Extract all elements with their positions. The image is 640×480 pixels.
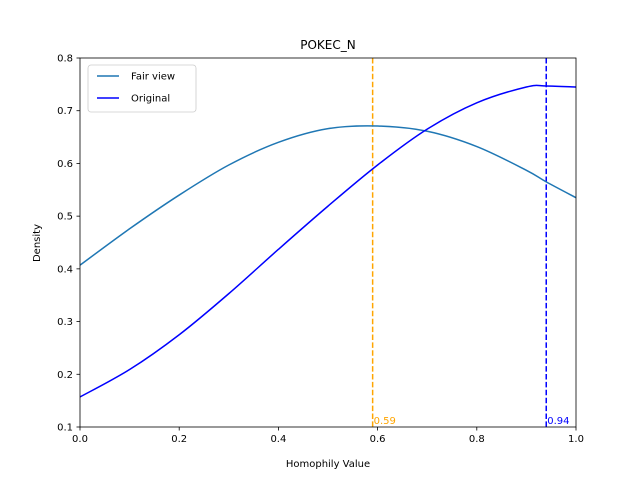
y-tick-label: 0.4 <box>57 264 73 275</box>
axes-frame <box>79 57 577 428</box>
legend-label-1: Original <box>131 94 170 105</box>
y-tick-label: 0.7 <box>57 106 73 117</box>
plot-area: 0.59 0.94 <box>79 57 577 428</box>
vline-label-0: 0.59 <box>374 416 396 427</box>
legend: Fair view Original <box>87 64 197 113</box>
series-line-fair-view <box>80 125 576 266</box>
x-tick-label: 1.0 <box>568 434 584 445</box>
axis-ticks: 0.0 0.2 0.4 0.6 0.8 1.0 0.1 0.2 0.3 0.4 0.5 0.6 0.7 0… <box>57 54 584 446</box>
chart-title: POKEC_N <box>300 38 356 52</box>
x-tick-label: 0.4 <box>270 434 286 445</box>
y-axis-label: Density <box>32 224 43 262</box>
y-tick-label: 0.8 <box>57 54 73 65</box>
vline-label-1: 0.94 <box>547 416 569 427</box>
y-tick-label: 0.6 <box>57 159 73 170</box>
x-tick-label: 0.2 <box>171 434 187 445</box>
y-tick-label: 0.2 <box>57 370 73 381</box>
series-line-original <box>80 84 576 398</box>
x-tick-label: 0.8 <box>469 434 485 445</box>
legend-label-0: Fair view <box>131 72 175 83</box>
x-tick-label: 0.0 <box>72 434 88 445</box>
series-group <box>80 58 576 427</box>
x-axis-label: Homophily Value <box>286 459 370 470</box>
y-tick-label: 0.5 <box>57 212 73 223</box>
y-tick-label: 0.3 <box>57 317 73 328</box>
y-tick-label: 0.1 <box>57 423 73 434</box>
x-tick-label: 0.6 <box>370 434 386 445</box>
